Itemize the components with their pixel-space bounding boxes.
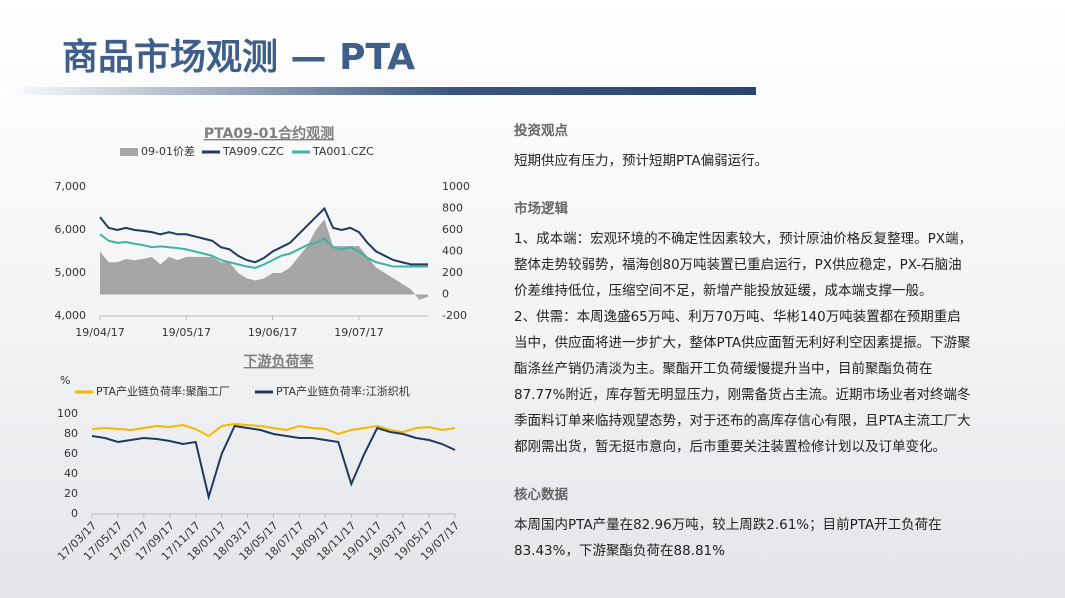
y2-tick-label: 200 xyxy=(442,266,463,279)
line xyxy=(99,233,428,269)
chart-title: PTA09-01合约观测 xyxy=(204,125,334,142)
y-tick-label: 6,000 xyxy=(55,223,87,236)
line xyxy=(91,422,456,438)
y-tick-label: 4,000 xyxy=(55,309,87,322)
section: 市场逻辑 1、成本端：宏观环境的不确定性因素较大，预计原油价格反复整理。PX端，整… xyxy=(514,196,974,460)
x-tick-label: 19/07/17 xyxy=(334,326,383,339)
y2-tick-label: 400 xyxy=(442,245,463,258)
line xyxy=(91,424,456,501)
y-tick-label: 20 xyxy=(64,487,78,500)
title-bar xyxy=(0,87,756,95)
paragraph: 1、成本端：宏观环境的不确定性因素较大，预计原油价格反复整理。PX端，整体走势较… xyxy=(514,231,972,299)
y2-tick-label: 1000 xyxy=(442,180,470,193)
charts: PTA09-01合约观测4,0005,0006,0007,000-2000200… xyxy=(55,125,471,563)
y-tick-label: 7,000 xyxy=(55,180,87,193)
section-heading: 投资观点 xyxy=(514,123,568,139)
slide-title: 商品市场观测 — PTA xyxy=(62,37,416,78)
paragraph: 短期供应有压力，预计短期PTA偏弱运行。 xyxy=(514,153,769,169)
section: 核心数据本周国内PTA产量在82.96万吨，较上周跌2.61%；目前PTA开工负… xyxy=(514,482,974,564)
legend-label: PTA产业链负荷率:聚酯工厂 xyxy=(96,384,230,398)
y-axis-label: % xyxy=(60,374,70,387)
y2-tick-label: -200 xyxy=(442,309,467,322)
area xyxy=(100,219,428,300)
y-tick-label: 60 xyxy=(64,447,78,460)
text-column: 投资观点短期供应有压力，预计短期PTA偏弱运行。 市场逻辑 1、成本端：宏观环境的不… xyxy=(514,118,974,586)
chart-title: 下游负荷率 xyxy=(244,353,314,370)
paragraph: 本周国内PTA产量在82.96万吨，较上周跌2.61%；目前PTA开工负荷在83… xyxy=(514,517,942,559)
legend-label: TA909.CZC xyxy=(222,145,284,158)
x-tick-label: 19/06/17 xyxy=(248,326,297,339)
legend-swatch xyxy=(120,148,138,156)
section: 投资观点短期供应有压力，预计短期PTA偏弱运行。 xyxy=(514,118,974,174)
y-tick-label: 100 xyxy=(57,407,78,420)
legend-label: 09-01价差 xyxy=(141,144,195,158)
y-tick-label: 40 xyxy=(64,467,78,480)
section-heading: 市场逻辑 xyxy=(514,201,568,217)
x-tick-label: 19/05/17 xyxy=(162,326,211,339)
y2-tick-label: 600 xyxy=(442,223,463,236)
line xyxy=(99,206,428,266)
legend-label: TA001.CZC xyxy=(312,145,374,158)
legend-label: PTA产业链负荷率:江浙织机 xyxy=(276,384,410,398)
y-tick-label: 0 xyxy=(71,507,78,520)
paragraph: 2、供需：本周逸盛65万吨、利万70万吨、华彬140万吨装置都在预期重启当中，供… xyxy=(514,309,971,455)
x-tick-label: 19/04/17 xyxy=(75,326,124,339)
y2-tick-label: 0 xyxy=(442,288,449,301)
y2-tick-label: 800 xyxy=(442,202,463,215)
section-heading: 核心数据 xyxy=(514,487,568,503)
y-tick-label: 80 xyxy=(64,427,78,440)
y-tick-label: 5,000 xyxy=(55,266,87,279)
